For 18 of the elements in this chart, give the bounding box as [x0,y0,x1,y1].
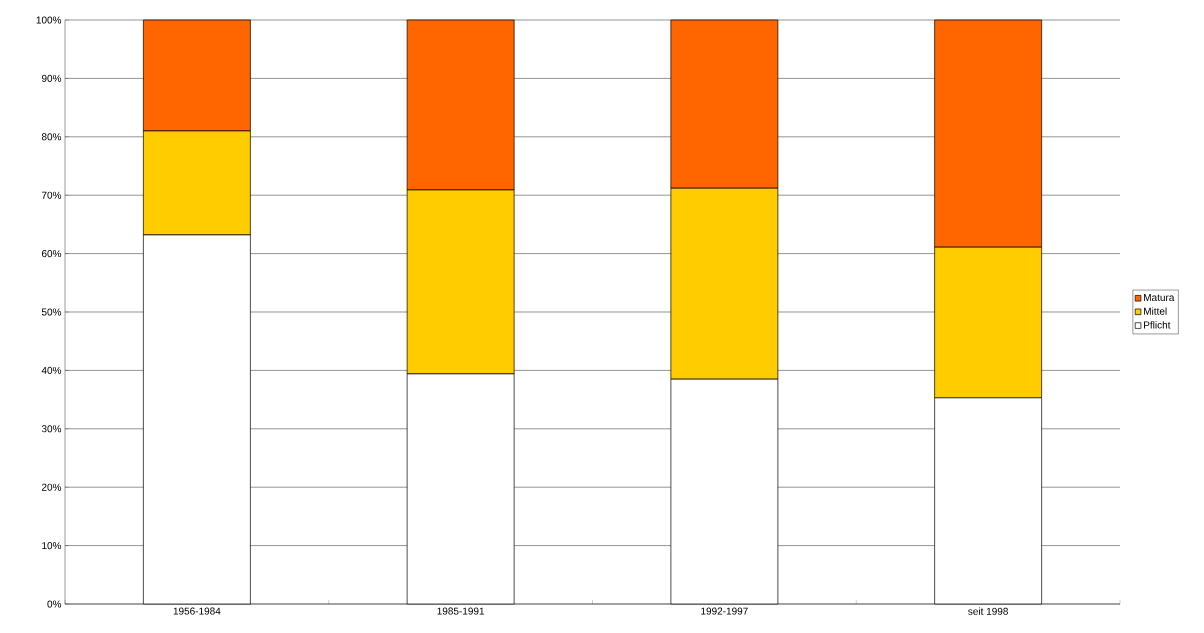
x-tick-label: 1985-1991 [437,607,485,615]
y-tick-label: 20% [41,483,62,491]
y-tick-label: 70% [41,191,62,199]
x-tick-label: 1956-1984 [173,607,221,615]
y-tick-label: 60% [41,250,62,258]
y-tick-label: 30% [41,425,62,433]
y-tick-label: 90% [41,74,62,82]
y-tick-label: 10% [42,542,62,550]
y-tick-label: 80% [41,133,62,141]
y-tick-label: 40% [41,366,62,374]
y-tick-label: 100% [36,16,62,24]
legend-label: Pflicht [1144,321,1171,329]
legend-label: Matura [1144,294,1175,302]
x-tick-label: 1992-1997 [701,607,748,615]
y-tick-label: 50% [41,308,62,316]
legend-label: Mittel [1144,307,1167,315]
x-tick-label: seit 1998 [968,607,1008,615]
y-tick-label: 0% [47,600,62,608]
